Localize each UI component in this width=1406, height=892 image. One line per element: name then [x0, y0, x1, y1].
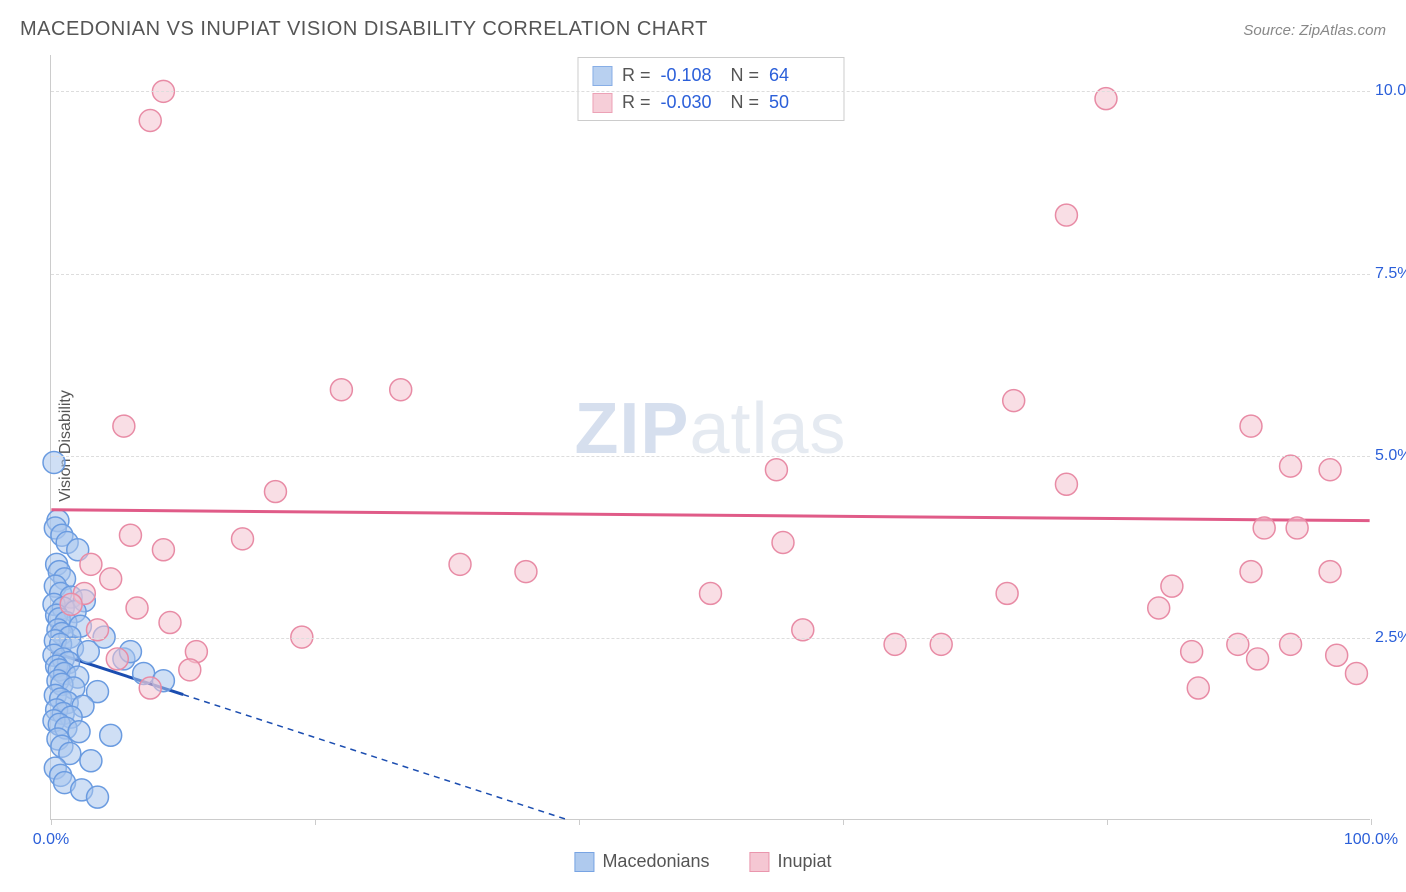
data-point [1148, 597, 1170, 619]
data-point [1181, 641, 1203, 663]
data-point [139, 110, 161, 132]
r-value: -0.030 [661, 89, 721, 116]
data-point [80, 750, 102, 772]
data-point [1055, 204, 1077, 226]
data-point [1227, 633, 1249, 655]
data-point [772, 532, 794, 554]
y-tick-label: 2.5% [1375, 629, 1406, 647]
data-point [106, 648, 128, 670]
data-point [1319, 459, 1341, 481]
chart-title: MACEDONIAN VS INUPIAT VISION DISABILITY … [20, 18, 708, 41]
source-attribution: Source: ZipAtlas.com [1243, 22, 1386, 39]
data-point [1319, 561, 1341, 583]
legend-swatch [592, 93, 612, 113]
data-point [1003, 390, 1025, 412]
y-tick-label: 10.0% [1375, 82, 1406, 100]
data-point [1247, 648, 1269, 670]
legend-label: Inupiat [778, 851, 832, 872]
r-value: -0.108 [661, 62, 721, 89]
data-point [515, 561, 537, 583]
data-point [330, 379, 352, 401]
legend-label: Macedonians [602, 851, 709, 872]
y-tick-label: 5.0% [1375, 447, 1406, 465]
x-tick [1107, 819, 1108, 825]
source-link[interactable]: ZipAtlas.com [1299, 22, 1386, 39]
data-point [232, 528, 254, 550]
data-point [80, 553, 102, 575]
data-point [1240, 415, 1262, 437]
data-point [113, 415, 135, 437]
data-point [126, 597, 148, 619]
data-point [152, 539, 174, 561]
x-tick [579, 819, 580, 825]
x-tick [1371, 819, 1372, 825]
gridline [51, 91, 1370, 92]
data-point [139, 677, 161, 699]
data-point [1161, 575, 1183, 597]
data-point [100, 568, 122, 590]
data-point [390, 379, 412, 401]
x-tick [843, 819, 844, 825]
stats-row: R = -0.108 N = 64 [592, 62, 829, 89]
gridline [51, 456, 1370, 457]
data-point [1187, 677, 1209, 699]
data-point [884, 633, 906, 655]
chart-plot-area: ZIPatlas R = -0.108 N = 64 R = -0.030 N … [50, 55, 1370, 820]
stats-row: R = -0.030 N = 50 [592, 89, 829, 116]
data-point [179, 659, 201, 681]
data-point [87, 786, 109, 808]
data-point [449, 553, 471, 575]
n-label: N = [731, 89, 760, 116]
n-value: 50 [769, 89, 829, 116]
data-point [119, 524, 141, 546]
n-label: N = [731, 62, 760, 89]
legend-item[interactable]: Inupiat [750, 851, 832, 872]
data-point [1326, 644, 1348, 666]
correlation-stats-box: R = -0.108 N = 64 R = -0.030 N = 50 [577, 57, 844, 121]
n-value: 64 [769, 62, 829, 89]
legend: Macedonians Inupiat [574, 851, 831, 872]
data-point [1055, 473, 1077, 495]
r-label: R = [622, 62, 651, 89]
data-point [700, 582, 722, 604]
data-point [1253, 517, 1275, 539]
data-point [765, 459, 787, 481]
x-tick [315, 819, 316, 825]
legend-swatch [750, 852, 770, 872]
data-point [930, 633, 952, 655]
data-point [264, 481, 286, 503]
data-point [996, 582, 1018, 604]
gridline [51, 274, 1370, 275]
data-point [1280, 633, 1302, 655]
gridline [51, 638, 1370, 639]
scatter-svg [51, 55, 1370, 819]
legend-swatch [574, 852, 594, 872]
data-point [159, 612, 181, 634]
x-tick [51, 819, 52, 825]
data-point [100, 724, 122, 746]
y-tick-label: 7.5% [1375, 265, 1406, 283]
x-tick-label: 100.0% [1344, 831, 1398, 849]
data-point [1345, 662, 1367, 684]
data-point [60, 593, 82, 615]
legend-swatch [592, 66, 612, 86]
data-point [1280, 455, 1302, 477]
x-tick-label: 0.0% [33, 831, 69, 849]
data-point [1240, 561, 1262, 583]
legend-item[interactable]: Macedonians [574, 851, 709, 872]
r-label: R = [622, 89, 651, 116]
data-point [1286, 517, 1308, 539]
